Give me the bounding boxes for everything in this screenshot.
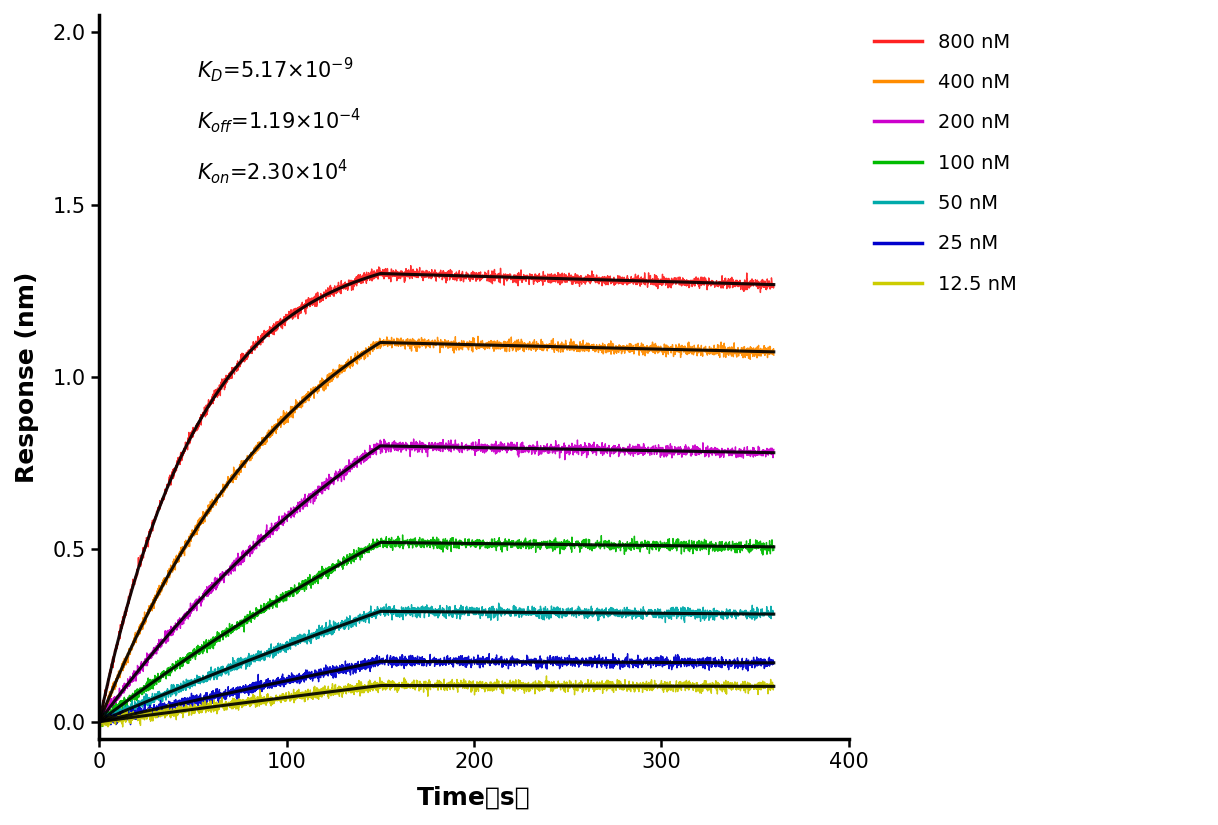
Legend: 800 nM, 400 nM, 200 nM, 100 nM, 50 nM, 25 nM, 12.5 nM: 800 nM, 400 nM, 200 nM, 100 nM, 50 nM, 2… (866, 25, 1024, 302)
X-axis label: Time（s）: Time（s） (418, 786, 531, 810)
Text: $K_D$=5.17×10$^{-9}$
$K_{off}$=1.19×10$^{-4}$
$K_{on}$=2.30×10$^{4}$: $K_D$=5.17×10$^{-9}$ $K_{off}$=1.19×10$^… (196, 54, 361, 186)
Y-axis label: Response (nm): Response (nm) (15, 271, 39, 483)
